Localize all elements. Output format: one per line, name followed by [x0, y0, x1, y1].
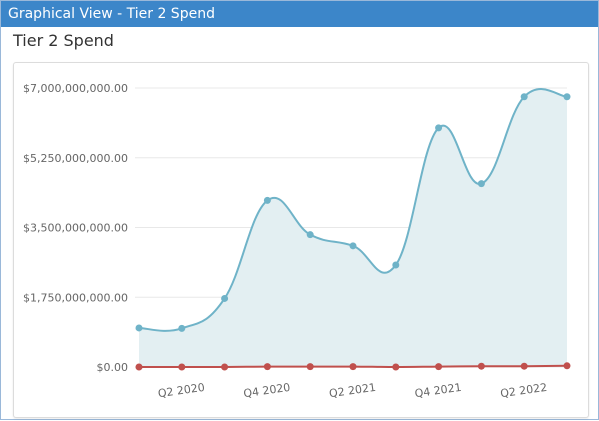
spend-point[interactable] [221, 294, 229, 302]
y-tick-label: $5,250,000,000.00 [23, 152, 128, 165]
y-tick-label: $0.00 [97, 361, 129, 374]
spend-point[interactable] [263, 196, 271, 204]
secondary-point[interactable] [392, 363, 400, 371]
chart-heading: Tier 2 Spend [13, 31, 114, 50]
secondary-point[interactable] [135, 363, 143, 371]
x-tick-label: Q2 2021 [328, 381, 377, 400]
secondary-point[interactable] [435, 363, 443, 371]
series [135, 88, 571, 371]
spend-point[interactable] [477, 180, 485, 188]
spend-point[interactable] [349, 242, 357, 250]
x-tick-label: Q4 2020 [243, 381, 292, 400]
spend-point[interactable] [435, 124, 443, 132]
secondary-point[interactable] [563, 362, 571, 370]
secondary-point[interactable] [477, 362, 485, 370]
spend-point[interactable] [392, 261, 400, 269]
y-tick-label: $3,500,000,000.00 [23, 222, 128, 235]
spend-point[interactable] [520, 93, 528, 101]
window-title: Graphical View - Tier 2 Spend [1, 1, 598, 27]
spend-point[interactable] [178, 324, 186, 332]
chart-panel: $0.00 $1,750,000,000.00 $3,500,000,000.00 $… [13, 62, 589, 418]
spend-point[interactable] [563, 93, 571, 101]
spend-area-fill [139, 89, 567, 368]
x-tick-label: Q2 2020 [157, 381, 206, 400]
x-axis: Q2 2020 Q4 2020 Q2 2021 Q4 2021 Q2 2022 [157, 381, 548, 400]
y-tick-label: $1,750,000,000.00 [23, 291, 128, 304]
spend-point[interactable] [135, 324, 143, 332]
y-axis: $0.00 $1,750,000,000.00 $3,500,000,000.00 $… [23, 82, 128, 374]
secondary-point[interactable] [221, 363, 229, 371]
spend-point[interactable] [306, 231, 314, 239]
x-tick-label: Q4 2021 [414, 381, 463, 400]
secondary-point[interactable] [263, 363, 271, 371]
spend-chart: $0.00 $1,750,000,000.00 $3,500,000,000.00 $… [23, 82, 571, 400]
secondary-point[interactable] [520, 362, 528, 370]
secondary-point[interactable] [178, 363, 186, 371]
secondary-point[interactable] [349, 363, 357, 371]
x-tick-label: Q2 2022 [499, 381, 548, 400]
secondary-point[interactable] [306, 363, 314, 371]
y-tick-label: $7,000,000,000.00 [23, 82, 128, 95]
